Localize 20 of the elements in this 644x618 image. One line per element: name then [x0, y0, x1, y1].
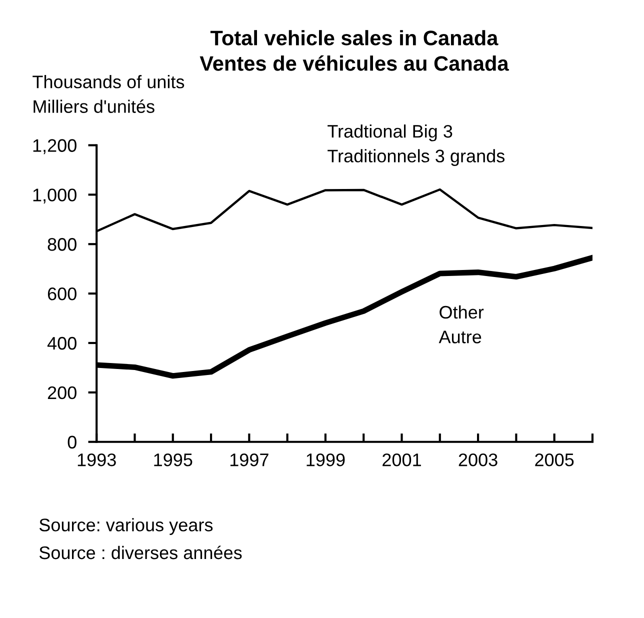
x-tick-label: 2005	[535, 453, 574, 466]
source-note: Source : diverses années	[39, 546, 242, 560]
y-axis-title: Thousands of units Milliers d'unités	[32, 75, 184, 113]
y-tick-label: 800	[48, 238, 76, 251]
x-tick-label: 2003	[458, 453, 498, 466]
x-tick-label: 2001	[382, 453, 421, 466]
source-note: Source: various years	[39, 518, 213, 535]
x-tick-label: 1999	[306, 453, 345, 466]
series-label: Tradtional Big 3 Traditionnels 3 grands	[328, 124, 505, 166]
y-tick-label: 400	[47, 336, 76, 350]
y-tick-label: 1,200	[33, 139, 76, 154]
x-tick-label: 1993	[78, 453, 116, 466]
y-tick-label: 200	[48, 386, 76, 400]
series-label: Other Autre	[438, 305, 484, 344]
x-tick-label: 1995	[154, 453, 192, 466]
x-tick-label: 1997	[230, 453, 268, 466]
y-tick-label: 1,000	[33, 188, 76, 204]
y-tick-label: 600	[48, 287, 76, 300]
y-tick-label: 0	[68, 436, 76, 449]
chart-title: Total vehicle sales in Canada Ventes de véhicules au Canada	[200, 30, 509, 71]
